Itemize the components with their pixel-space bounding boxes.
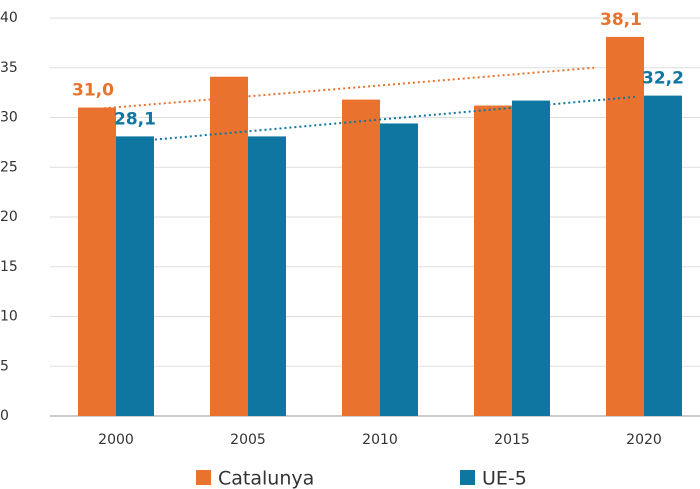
bar (342, 99, 380, 416)
y-tick-label: 30 (0, 110, 18, 126)
x-tick-label: 2000 (98, 432, 134, 448)
trend-line (134, 95, 639, 143)
y-tick-label: 5 (0, 358, 9, 374)
y-tick-label: 10 (0, 309, 18, 325)
y-tick-label: 0 (0, 408, 9, 424)
x-tick-label: 2020 (626, 432, 662, 448)
value-label: 32,2 (642, 69, 684, 89)
bar (78, 107, 116, 417)
bar (606, 36, 644, 416)
legend-label: UE-5 (482, 468, 527, 489)
bar (512, 100, 550, 417)
bar (248, 136, 286, 416)
bar (116, 136, 154, 416)
y-tick-label: 15 (0, 259, 18, 275)
legend-swatch (460, 470, 475, 485)
value-label: 28,1 (114, 109, 156, 129)
bar (380, 123, 418, 416)
x-tick-label: 2010 (362, 432, 398, 448)
bar (644, 95, 682, 417)
value-label: 38,1 (600, 10, 642, 30)
y-tick-label: 20 (0, 209, 18, 225)
bar (210, 76, 248, 416)
x-tick-label: 2015 (494, 432, 530, 448)
y-tick-label: 40 (0, 10, 18, 26)
legend-label: Catalunya (218, 468, 314, 489)
x-tick-label: 2005 (230, 432, 266, 448)
bar (474, 105, 512, 416)
legend-swatch (196, 470, 211, 485)
y-tick-label: 35 (0, 60, 18, 76)
value-label: 31,0 (72, 81, 114, 101)
y-tick-label: 25 (0, 159, 18, 175)
